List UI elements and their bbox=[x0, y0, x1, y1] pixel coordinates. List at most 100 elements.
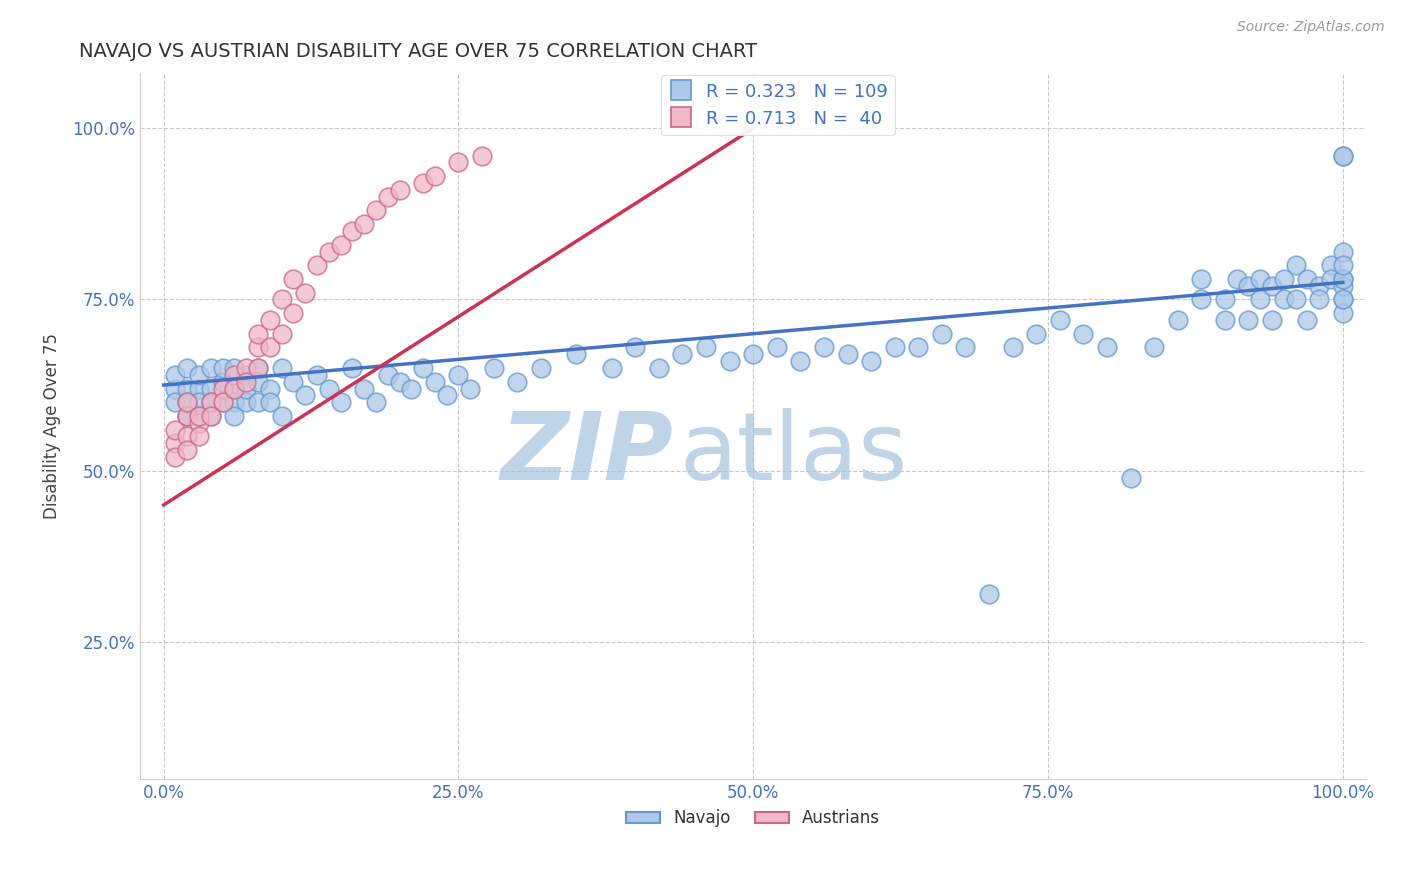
Point bbox=[235, 382, 257, 396]
Point bbox=[188, 395, 211, 409]
Point bbox=[1285, 293, 1308, 307]
Point bbox=[342, 224, 364, 238]
Point bbox=[211, 395, 233, 409]
Point bbox=[259, 313, 281, 327]
Point bbox=[1296, 272, 1319, 286]
Point bbox=[176, 382, 198, 396]
Point bbox=[482, 361, 505, 376]
Point bbox=[388, 375, 411, 389]
Point bbox=[1249, 272, 1271, 286]
Point bbox=[165, 450, 187, 464]
Point bbox=[1331, 306, 1354, 320]
Point bbox=[188, 409, 211, 423]
Point bbox=[200, 382, 222, 396]
Point bbox=[1189, 293, 1212, 307]
Point bbox=[447, 155, 470, 169]
Point bbox=[1296, 313, 1319, 327]
Point bbox=[224, 382, 246, 396]
Point bbox=[671, 347, 693, 361]
Point bbox=[364, 395, 387, 409]
Point bbox=[766, 340, 789, 354]
Point bbox=[224, 382, 246, 396]
Point bbox=[436, 388, 458, 402]
Text: atlas: atlas bbox=[679, 409, 908, 500]
Point bbox=[1320, 272, 1343, 286]
Text: ZIP: ZIP bbox=[501, 409, 673, 500]
Point bbox=[423, 375, 446, 389]
Point bbox=[1331, 244, 1354, 259]
Point bbox=[624, 340, 647, 354]
Point bbox=[235, 368, 257, 382]
Point bbox=[883, 340, 905, 354]
Point bbox=[1237, 313, 1260, 327]
Point bbox=[294, 388, 316, 402]
Point bbox=[318, 382, 340, 396]
Point bbox=[200, 395, 222, 409]
Point bbox=[329, 395, 352, 409]
Point bbox=[188, 382, 211, 396]
Point bbox=[211, 361, 233, 376]
Point bbox=[329, 237, 352, 252]
Point bbox=[471, 148, 494, 162]
Point bbox=[224, 409, 246, 423]
Point bbox=[188, 416, 211, 430]
Point bbox=[1272, 293, 1295, 307]
Point bbox=[188, 429, 211, 443]
Point bbox=[1213, 293, 1236, 307]
Point bbox=[1025, 326, 1047, 341]
Point bbox=[270, 326, 292, 341]
Point bbox=[247, 361, 270, 376]
Point bbox=[423, 169, 446, 183]
Point bbox=[1167, 313, 1189, 327]
Point bbox=[176, 429, 198, 443]
Point bbox=[200, 361, 222, 376]
Point bbox=[188, 368, 211, 382]
Point bbox=[412, 176, 434, 190]
Point bbox=[1331, 272, 1354, 286]
Point bbox=[224, 395, 246, 409]
Point bbox=[235, 375, 257, 389]
Point bbox=[165, 436, 187, 450]
Point bbox=[1285, 258, 1308, 272]
Point bbox=[247, 395, 270, 409]
Point bbox=[1249, 293, 1271, 307]
Point bbox=[224, 368, 246, 382]
Point bbox=[648, 361, 671, 376]
Point bbox=[176, 395, 198, 409]
Point bbox=[1331, 278, 1354, 293]
Point bbox=[1261, 278, 1284, 293]
Point bbox=[412, 361, 434, 376]
Point bbox=[1331, 148, 1354, 162]
Point bbox=[165, 382, 187, 396]
Point bbox=[1320, 258, 1343, 272]
Point bbox=[1226, 272, 1249, 286]
Point bbox=[247, 375, 270, 389]
Point bbox=[377, 368, 399, 382]
Point bbox=[165, 423, 187, 437]
Legend: Navajo, Austrians: Navajo, Austrians bbox=[620, 803, 887, 834]
Point bbox=[176, 361, 198, 376]
Point bbox=[176, 409, 198, 423]
Point bbox=[1213, 313, 1236, 327]
Point bbox=[259, 382, 281, 396]
Point bbox=[364, 203, 387, 218]
Point bbox=[506, 375, 529, 389]
Point bbox=[224, 361, 246, 376]
Point bbox=[742, 347, 765, 361]
Point bbox=[247, 340, 270, 354]
Point bbox=[1272, 272, 1295, 286]
Point bbox=[318, 244, 340, 259]
Point bbox=[1189, 272, 1212, 286]
Y-axis label: Disability Age Over 75: Disability Age Over 75 bbox=[44, 334, 60, 519]
Point bbox=[176, 409, 198, 423]
Point bbox=[270, 361, 292, 376]
Point bbox=[600, 361, 623, 376]
Point bbox=[718, 354, 741, 368]
Point bbox=[1237, 278, 1260, 293]
Point bbox=[1331, 148, 1354, 162]
Point bbox=[247, 361, 270, 376]
Point bbox=[165, 368, 187, 382]
Point bbox=[270, 409, 292, 423]
Point bbox=[1143, 340, 1166, 354]
Point bbox=[458, 382, 481, 396]
